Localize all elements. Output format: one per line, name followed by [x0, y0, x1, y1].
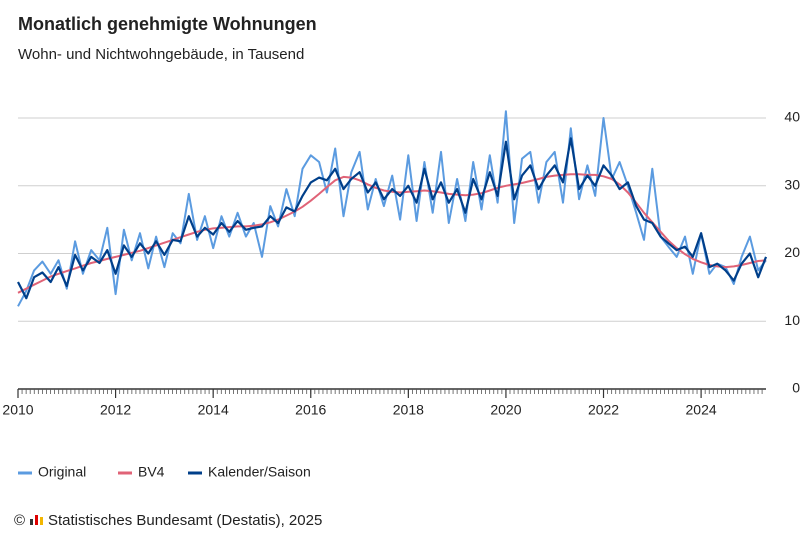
- x-tick-label: 2022: [588, 402, 619, 418]
- chart-subtitle: Wohn- und Nichtwohngebäude, in Tausend: [18, 46, 304, 63]
- x-tick-label: 2024: [686, 402, 717, 418]
- x-tick-label: 2014: [198, 402, 229, 418]
- y-tick-label: 40: [784, 109, 800, 125]
- legend-label: BV4: [138, 464, 165, 480]
- x-tick-label: 2012: [100, 402, 131, 418]
- legend-label: Kalender/Saison: [208, 464, 311, 480]
- x-tick-label: 2020: [490, 402, 521, 418]
- x-tick-label: 2016: [295, 402, 326, 418]
- copyright: ©: [14, 512, 25, 529]
- x-tick-label: 2010: [2, 402, 33, 418]
- series-line: [17, 173, 767, 294]
- source: Statistisches Bundesamt (Destatis), 2025: [48, 512, 322, 529]
- x-tick-label: 2018: [393, 402, 424, 418]
- y-tick-label: 10: [784, 312, 800, 328]
- logo: [30, 515, 43, 525]
- series-line: [17, 137, 768, 300]
- y-tick-label: 30: [784, 176, 800, 192]
- legend-label: Original: [38, 464, 86, 480]
- series-line: [17, 110, 767, 307]
- y-tick-label: 20: [784, 244, 800, 260]
- y-tick-label: 0: [792, 380, 800, 396]
- chart-title: Monatlich genehmigte Wohnungen: [18, 14, 317, 34]
